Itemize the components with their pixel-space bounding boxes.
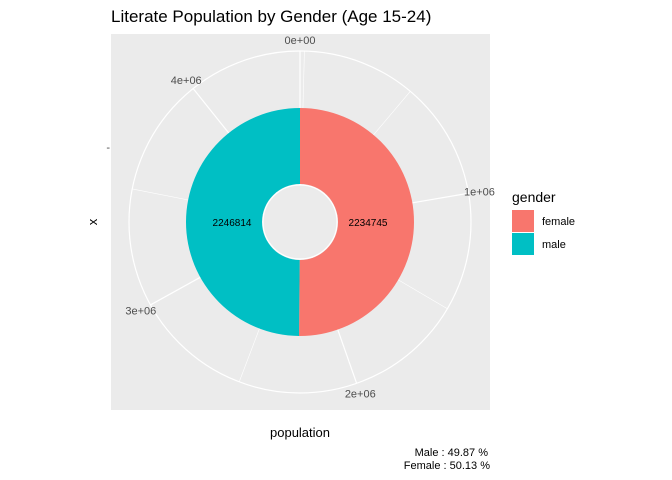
caption-line-female: Female : 50.13 % bbox=[404, 460, 490, 472]
legend-key-male bbox=[512, 233, 534, 255]
slices bbox=[185, 108, 414, 336]
legend-title: gender bbox=[512, 189, 556, 205]
legend: gender female male bbox=[512, 189, 575, 255]
slice-male bbox=[185, 108, 300, 336]
x-axis-title: population bbox=[270, 425, 330, 440]
theta-tick-label: 2e+06 bbox=[345, 389, 376, 401]
y-axis-title: x bbox=[85, 218, 100, 225]
caption-line-male: Male : 49.87 % bbox=[415, 447, 489, 459]
data-label-female: 2246814 bbox=[213, 218, 252, 229]
chart-title: Literate Population by Gender (Age 15-24… bbox=[111, 7, 431, 26]
theta-tick-label: 1e+06 bbox=[464, 186, 495, 198]
theta-tick-label: 3e+06 bbox=[125, 305, 156, 317]
data-label-male: 2234745 bbox=[349, 218, 388, 229]
theta-tick-label: 0e+00 bbox=[285, 35, 316, 47]
chart-marks: 2246814 2234745 0e+00 1e+06 2e+06 3e+06 4e+06 bbox=[125, 35, 494, 401]
legend-label-male: male bbox=[542, 239, 566, 251]
legend-key-female bbox=[512, 210, 534, 232]
y-tick-label: - bbox=[106, 142, 110, 154]
legend-label-female: female bbox=[542, 216, 575, 228]
slice-female bbox=[299, 108, 414, 336]
theta-tick-label: 4e+06 bbox=[171, 75, 202, 87]
